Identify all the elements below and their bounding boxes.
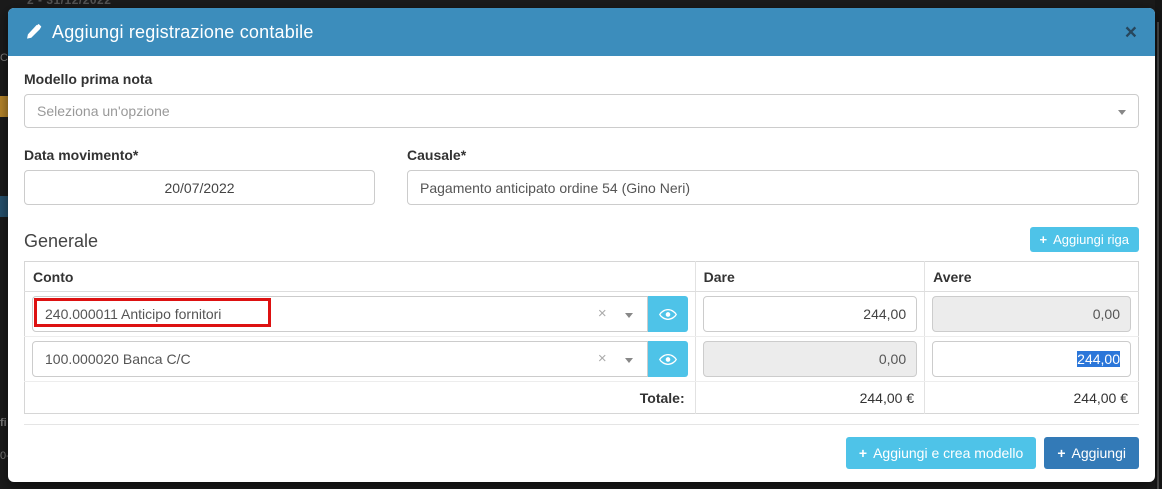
table-header-row: Conto Dare Avere <box>24 261 1139 292</box>
avere-input-row2[interactable]: 244,00 <box>932 341 1131 377</box>
avere-input-row1 <box>932 296 1131 332</box>
clear-selection-icon[interactable]: × <box>597 305 607 322</box>
eye-icon <box>658 308 677 320</box>
add-row-button[interactable]: + Aggiungi riga <box>1029 227 1139 252</box>
totale-label: Totale: <box>639 389 685 406</box>
table-row: 240.000011 Anticipo fornitori × <box>24 291 1139 337</box>
scrollbar-fragment[interactable] <box>1157 22 1159 489</box>
generale-section-title: Generale <box>24 231 99 251</box>
add-accounting-entry-modal: Aggiungi registrazione contabile × Model… <box>8 8 1155 482</box>
data-movimento-label: Data movimento* <box>24 147 139 163</box>
eye-icon <box>658 353 677 365</box>
modal-title: Aggiungi registrazione contabile <box>52 21 314 42</box>
close-icon[interactable]: × <box>1124 20 1137 44</box>
causale-field: Causale* <box>407 147 1139 205</box>
dare-column-header: Dare <box>694 261 925 292</box>
causale-label: Causale* <box>407 147 467 163</box>
conto-column-header: Conto <box>24 261 696 292</box>
table-row: 100.000020 Banca C/C × <box>24 336 1139 382</box>
totale-dare: 244,00 € <box>694 381 925 414</box>
pencil-icon <box>26 23 43 41</box>
modello-placeholder: Seleziona un'opzione <box>37 103 170 119</box>
add-button[interactable]: + Aggiungi <box>1044 437 1139 469</box>
eye-button[interactable] <box>647 296 688 332</box>
totals-row: Totale: 244,00 € 244,00 € <box>25 381 1139 414</box>
dare-input-row1[interactable] <box>702 296 918 332</box>
modello-prima-nota-select[interactable]: Seleziona un'opzione <box>24 94 1139 128</box>
date-causale-row: Data movimento* Causale* <box>24 147 1139 205</box>
add-button-label: Aggiungi <box>1071 445 1127 461</box>
entries-table: Conto Dare Avere 240.000011 Anticipo for… <box>24 261 1139 414</box>
background-date-range-fragment: 2 - 31/12/2022 <box>27 0 112 7</box>
avere-column-header: Avere <box>924 261 1139 292</box>
conto-value-row1: 240.000011 Anticipo fornitori <box>45 306 222 322</box>
background-top-strip: 2 - 31/12/2022 <box>0 0 1162 8</box>
background-blue-badge-fragment <box>0 196 8 217</box>
modal-footer: + Aggiungi e crea modello + Aggiungi <box>24 424 1139 481</box>
conto-value-row2: 100.000020 Banca C/C <box>45 351 191 367</box>
data-movimento-input[interactable] <box>24 170 375 205</box>
conto-select-row1[interactable]: 240.000011 Anticipo fornitori × <box>32 296 648 332</box>
plus-icon: + <box>1057 445 1066 461</box>
eye-button[interactable] <box>647 341 688 377</box>
data-movimento-field: Data movimento* <box>24 147 375 205</box>
clear-selection-icon[interactable]: × <box>597 350 607 367</box>
generale-section-header: Generale + Aggiungi riga <box>24 227 1139 252</box>
modal-header: Aggiungi registrazione contabile × <box>8 8 1155 56</box>
add-and-create-template-button[interactable]: + Aggiungi e crea modello <box>845 437 1037 469</box>
causale-input[interactable] <box>407 170 1139 205</box>
modello-prima-nota-label: Modello prima nota <box>24 71 153 87</box>
caret-down-icon <box>624 313 633 318</box>
background-text-fragment: C <box>0 52 8 64</box>
background-text-fragment: 0- <box>0 450 8 462</box>
add-and-create-template-label: Aggiungi e crea modello <box>873 445 1024 461</box>
add-row-button-label: Aggiungi riga <box>1053 232 1129 247</box>
caret-down-icon <box>624 358 633 363</box>
dare-input-row2 <box>702 341 918 377</box>
background-left-strip: C fi 0- <box>0 0 8 489</box>
avere-selected-value: 244,00 <box>1077 351 1120 367</box>
conto-select-row2[interactable]: 100.000020 Banca C/C × <box>32 341 648 377</box>
modal-body: Modello prima nota Seleziona un'opzione … <box>8 56 1155 414</box>
plus-icon: + <box>858 445 868 461</box>
background-orange-badge-fragment <box>0 96 8 117</box>
background-text-fragment: fi <box>0 417 7 429</box>
totale-avere: 244,00 € <box>924 381 1139 414</box>
caret-down-icon <box>1118 110 1126 115</box>
plus-icon: + <box>1039 232 1048 247</box>
